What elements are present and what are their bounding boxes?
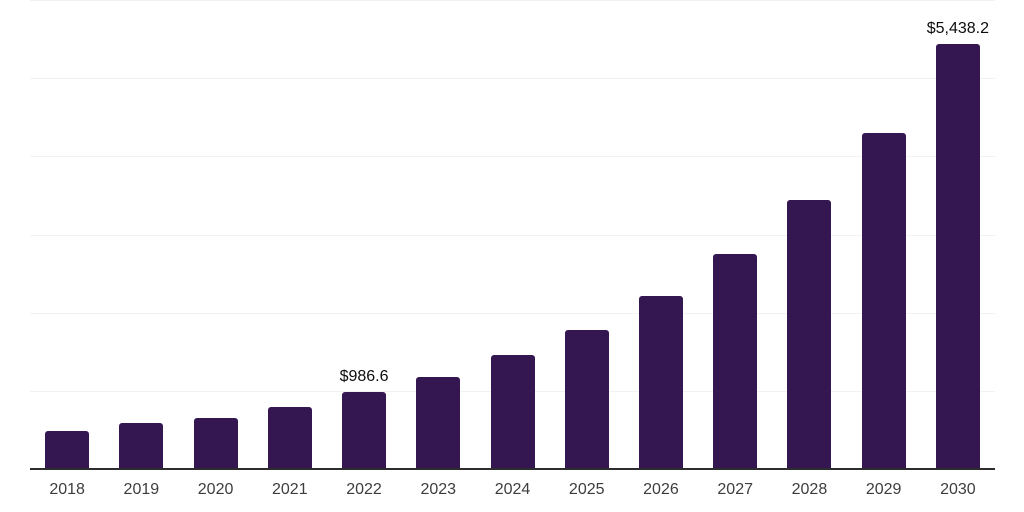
bar-2019	[119, 423, 164, 469]
gridline-5000	[30, 78, 995, 80]
bar-2028	[787, 199, 832, 469]
gridline-4000	[30, 156, 995, 158]
bar-2029	[861, 132, 906, 469]
x-tick-label-2021: 2021	[272, 481, 308, 498]
bar-2018	[45, 431, 90, 469]
x-tick-label-2018: 2018	[49, 481, 85, 498]
bar-2022	[342, 391, 387, 469]
x-tick-label-2020: 2020	[197, 481, 234, 498]
bar-2027	[713, 254, 758, 469]
x-tick-label-2022: 2022	[346, 481, 382, 498]
plot-area: $986.6 $5,438.2	[30, 0, 995, 469]
bar-2024	[490, 354, 535, 469]
gridline-2000	[30, 312, 995, 314]
bar-2026	[638, 296, 683, 469]
x-tick-label-2027: 2027	[717, 481, 753, 498]
bar-2025	[564, 329, 609, 469]
bar-2023	[416, 376, 461, 469]
x-tick-label-2019: 2019	[123, 481, 160, 498]
x-tick-label-2025: 2025	[568, 481, 605, 498]
x-tick-label-2023: 2023	[420, 481, 457, 498]
gridline-3000	[30, 234, 995, 236]
x-tick-label-2026: 2026	[643, 481, 679, 498]
x-tick-label-2030: 2030	[940, 481, 976, 498]
value-label-2030: $5,438.2	[926, 19, 990, 37]
x-tick-label-2028: 2028	[791, 481, 828, 498]
gridline-6000	[30, 0, 995, 1]
value-label-2022: $986.6	[339, 367, 389, 385]
bar-2021	[267, 407, 312, 469]
bar-2020	[193, 417, 238, 469]
x-tick-label-2024: 2024	[494, 481, 531, 498]
bar-2030	[935, 43, 980, 469]
x-tick-label-2029: 2029	[865, 481, 902, 498]
x-axis-line	[30, 468, 995, 470]
